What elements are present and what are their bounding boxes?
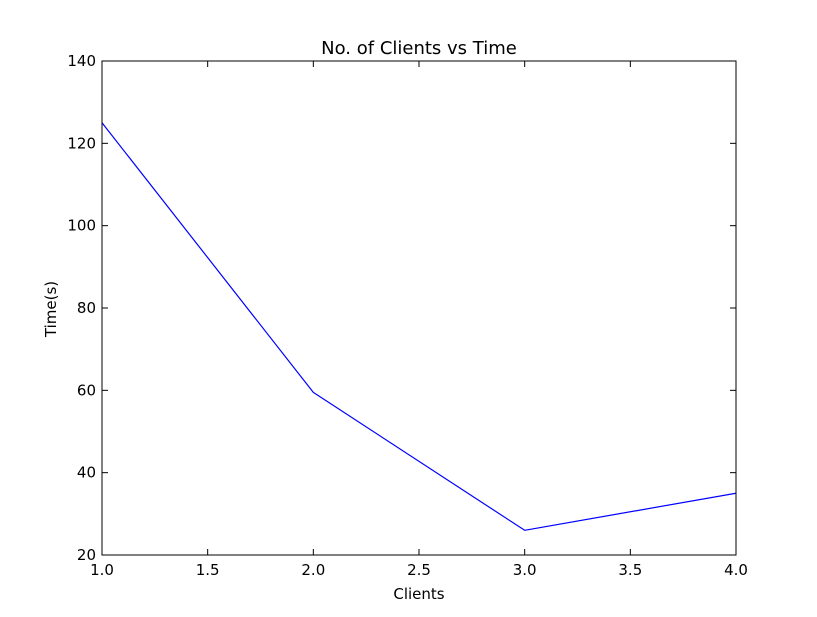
x-axis-label: Clients — [393, 585, 444, 603]
chart-title: No. of Clients vs Time — [321, 38, 517, 59]
x-tick-label: 2.5 — [407, 561, 431, 579]
y-tick-label: 140 — [67, 52, 96, 70]
y-tick-label: 40 — [77, 464, 96, 482]
x-tick-label: 1.0 — [90, 561, 114, 579]
x-tick-label: 2.0 — [301, 561, 325, 579]
x-tick-label: 3.5 — [618, 561, 642, 579]
y-tick-label: 120 — [67, 134, 96, 152]
y-tick-label: 80 — [77, 299, 96, 317]
series-line-0 — [101, 122, 737, 531]
plot-area: 1.0 1.5 2.0 2.5 3.0 3.5 4.0 20 40 60 80 100 120 140 — [67, 52, 748, 579]
y-tick-label: 100 — [67, 217, 96, 235]
x-tick-label: 1.5 — [196, 561, 220, 579]
y-tick-label: 20 — [77, 546, 96, 564]
y-tick-label: 60 — [77, 381, 96, 399]
x-tick-label: 4.0 — [724, 561, 748, 579]
x-tick-label: 3.0 — [513, 561, 537, 579]
y-axis-label: Time(s) — [42, 281, 60, 338]
